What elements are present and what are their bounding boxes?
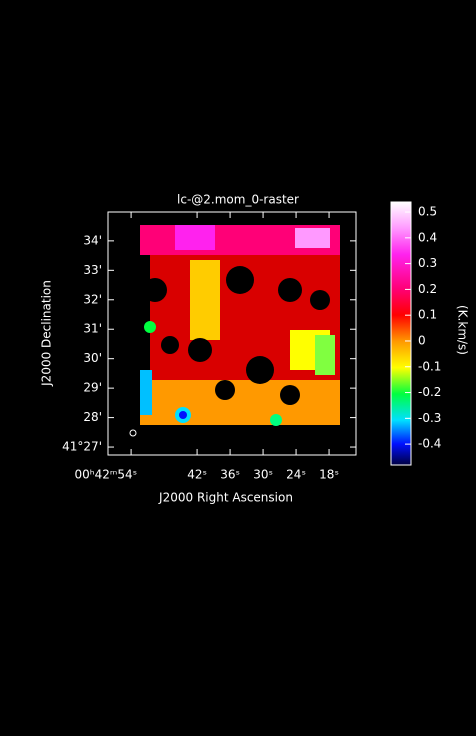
colorbar-tick-label: 0.3 [418,256,437,270]
colorbar-tick-label: -0.1 [418,359,441,373]
plot-frame [107,211,357,456]
x-tick-label: 36ˢ [220,468,240,482]
colorbar [390,201,412,466]
y-tick-label: 32' [83,292,102,306]
y-tick-label: 30' [83,351,102,365]
y-tick-label: 41°27' [62,440,102,454]
y-tick-label: 33' [83,263,102,277]
colorbar-tick-label: 0 [418,333,426,347]
y-tick-label: 31' [83,322,102,336]
x-tick-label: 24ˢ [286,468,306,482]
colorbar-tick-label: -0.4 [418,437,441,451]
y-tick-label: 28' [83,410,102,424]
colorbar-tick-label: 0.1 [418,308,437,322]
chart-title: lc-@2.mom_0-raster [177,193,299,207]
colorbar-tick-label: -0.2 [418,385,441,399]
colorbar-tick-label: 0.4 [418,230,437,244]
y-axis-label: J2000 Declination [40,280,54,387]
x-tick-label: 18ˢ [319,468,339,482]
y-tick-label: 34' [83,233,102,247]
colorbar-tick-label: 0.2 [418,282,437,296]
beam [129,429,137,437]
x-axis-label: J2000 Right Ascension [158,491,293,505]
colorbar-tick-label: -0.3 [418,411,441,425]
raster [140,225,340,426]
colorbar-label: (K.km/s) [456,305,470,355]
x-tick-label: 30ˢ [253,468,273,482]
colorbar-tick-label: 0.5 [418,205,437,219]
y-tick-label: 29' [83,381,102,395]
x-tick-label: 42ˢ [187,468,207,482]
x-tick-label: 00ʰ42ᵐ54ˢ [74,468,137,482]
